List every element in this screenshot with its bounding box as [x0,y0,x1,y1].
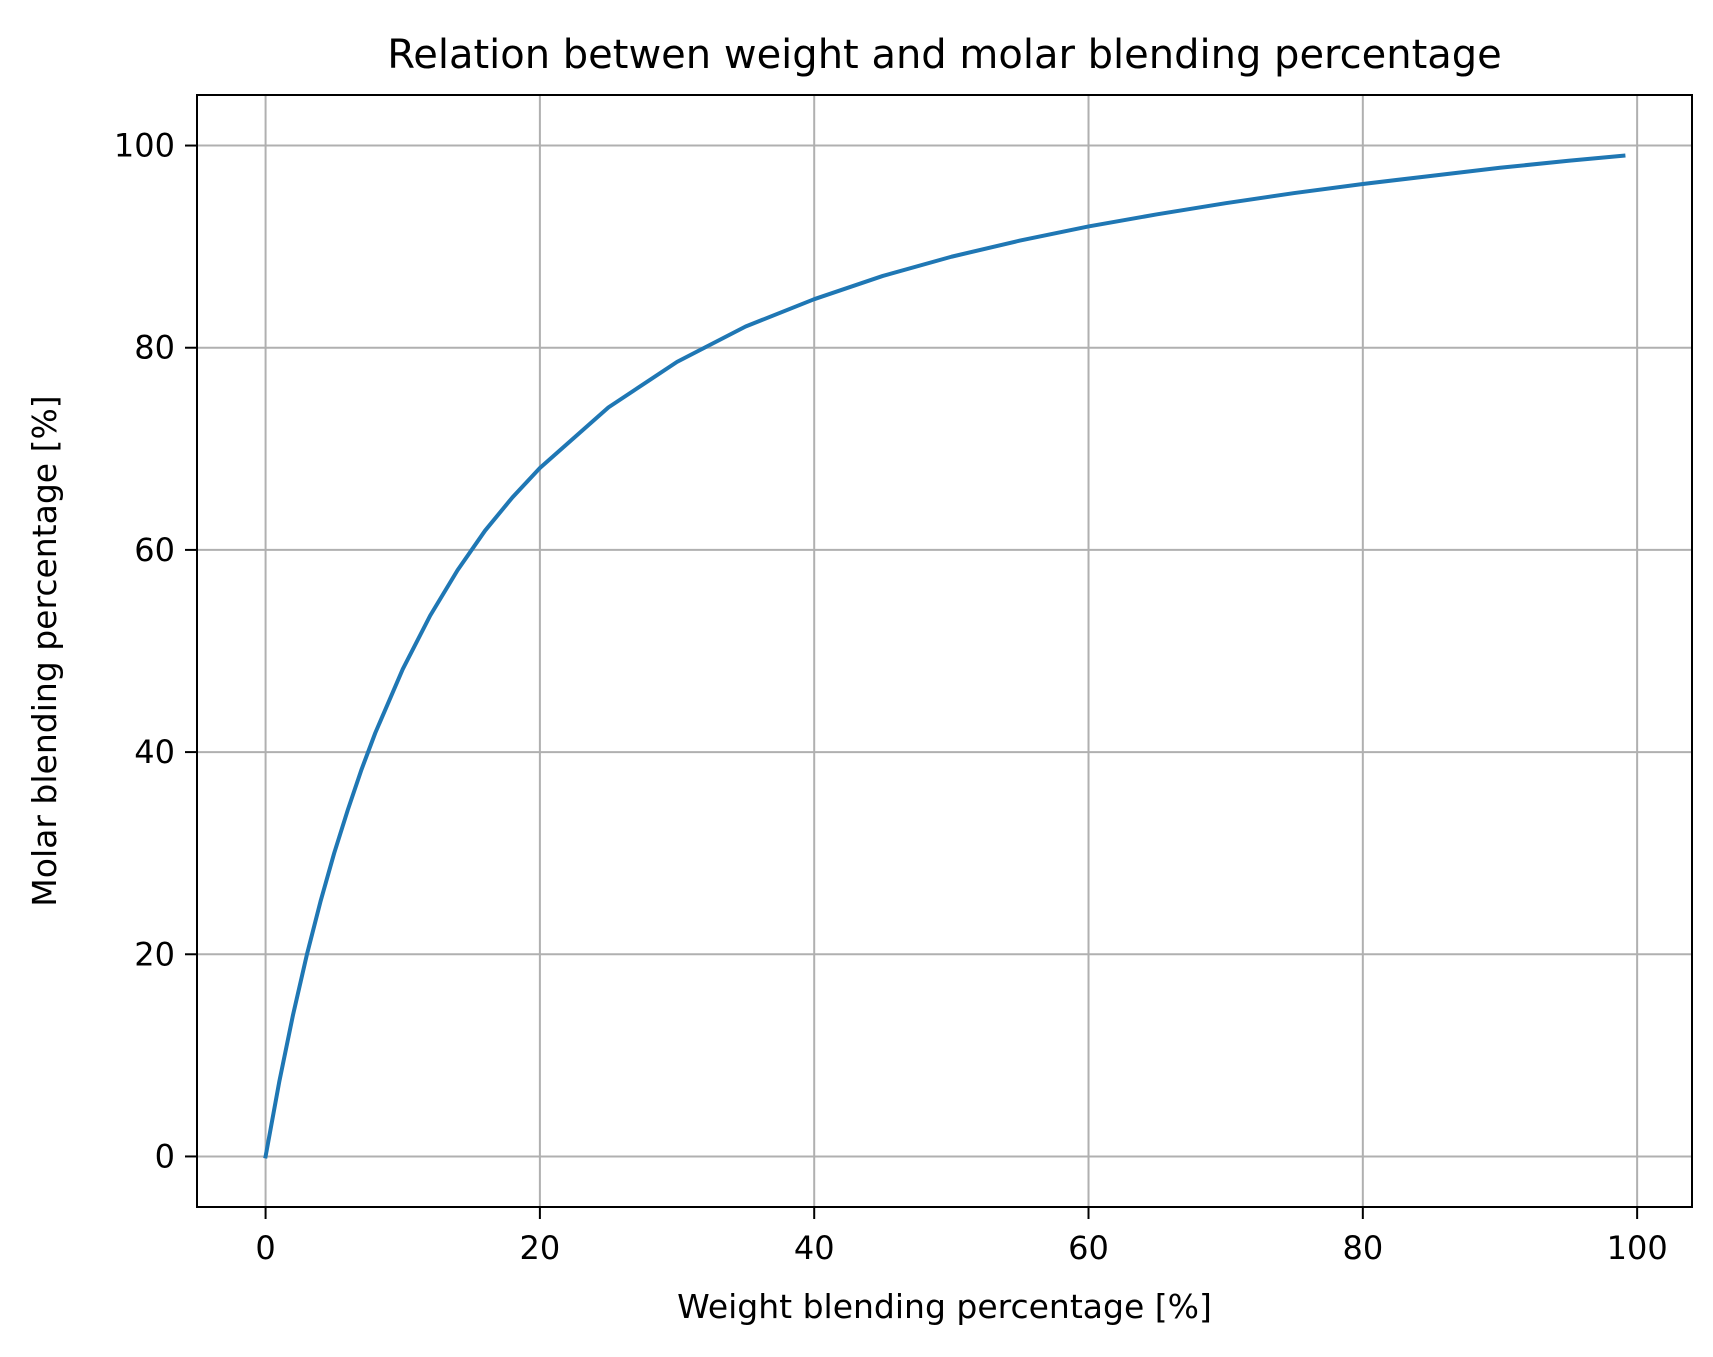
x-tick-label: 80 [1342,1229,1383,1267]
x-tick-label: 60 [1068,1229,1109,1267]
x-tick-label: 0 [255,1229,275,1267]
series-line [263,153,1626,1159]
y-tick-label: 40 [134,733,175,771]
x-tick-label: 100 [1607,1229,1668,1267]
y-tick-label: 100 [114,127,175,165]
y-tick-label: 0 [155,1137,175,1175]
y-tick-label: 20 [134,935,175,973]
chart-title: Relation betwen weight and molar blendin… [387,32,1502,78]
y-tick-label: 80 [134,329,175,367]
y-axis-label: Molar blending percentage [%] [25,395,64,906]
x-axis-label: Weight blending percentage [%] [677,1287,1212,1326]
y-tick-label: 60 [134,531,175,569]
tick-layer: 0 20 40 60 80 100 0 20 40 60 80 100 [114,127,1668,1267]
plot-frame [196,94,1693,1208]
series-layer [263,153,1626,1159]
x-tick-label: 20 [520,1229,561,1267]
x-tick-label: 40 [794,1229,835,1267]
grid-layer [197,95,1692,1207]
